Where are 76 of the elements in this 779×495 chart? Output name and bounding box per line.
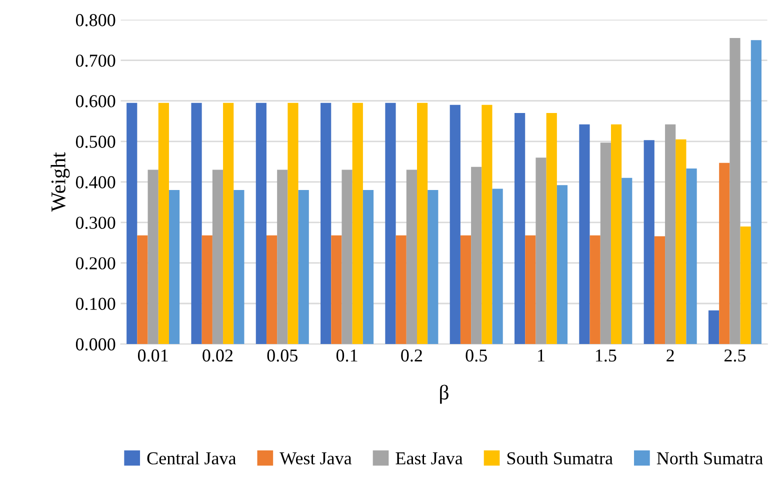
y-tick-label: 0.800 <box>76 14 116 26</box>
x-tick-label: 0.01 <box>138 349 168 362</box>
bar <box>610 124 622 344</box>
legend-label: West Java <box>280 452 352 465</box>
bar <box>644 140 654 344</box>
x-tick-label: 1.5 <box>596 349 616 362</box>
bar <box>148 170 158 344</box>
bar <box>223 102 234 344</box>
bar <box>600 142 611 344</box>
bar <box>168 190 180 344</box>
bar <box>730 38 740 344</box>
x-tick-label: 1 <box>538 349 544 362</box>
bar <box>654 236 666 344</box>
legend-label: East Java <box>396 452 463 464</box>
bar <box>428 190 438 344</box>
bar <box>482 104 492 344</box>
bar <box>191 102 202 344</box>
bar <box>708 310 720 344</box>
bar <box>546 113 557 344</box>
bar <box>396 235 406 344</box>
y-tick-label: 0.100 <box>76 298 116 310</box>
bar <box>471 166 482 344</box>
x-tick-label: 2.5 <box>724 349 746 362</box>
bar <box>536 158 546 344</box>
bar <box>385 102 396 344</box>
bar <box>740 226 751 344</box>
bar <box>158 102 169 344</box>
y-tick-label: 0.300 <box>76 216 116 229</box>
bar <box>266 235 278 344</box>
bar <box>298 190 309 344</box>
legend-label: South Sumatra <box>507 452 613 464</box>
bar <box>234 190 244 344</box>
bar <box>719 162 730 344</box>
bar <box>665 124 676 344</box>
bar <box>622 178 632 344</box>
x-tick-label: 0.02 <box>202 349 233 362</box>
bar <box>676 139 686 344</box>
bar <box>342 170 352 344</box>
bar <box>202 235 212 344</box>
y-tick-label: 0.500 <box>76 136 116 148</box>
bar <box>686 168 697 344</box>
bar <box>450 104 460 344</box>
bar <box>352 102 363 344</box>
y-tick-label: 0.600 <box>76 95 116 108</box>
bar <box>288 102 298 344</box>
y-tick-label: 0.400 <box>76 176 116 188</box>
bar <box>277 170 288 344</box>
legend-label: North Sumatra <box>656 452 763 464</box>
bar <box>362 190 374 344</box>
x-tick-label: 2 <box>666 349 674 362</box>
x-tick-label: 0.5 <box>466 349 487 362</box>
bar <box>590 235 600 344</box>
legend-label: Central Java <box>147 452 236 464</box>
y-axis-title: Weight <box>50 152 70 212</box>
x-tick-label: 0.1 <box>336 349 358 362</box>
x-tick-label: 0.05 <box>267 349 298 362</box>
y-tick-label: 0.000 <box>76 338 116 351</box>
bar <box>525 235 536 344</box>
bar <box>331 235 342 344</box>
bar <box>320 102 332 344</box>
y-tick-label: 0.700 <box>76 54 116 67</box>
x-tick-label: 0.2 <box>401 349 422 362</box>
bar <box>492 188 503 344</box>
bar <box>126 102 138 344</box>
bar <box>750 40 762 344</box>
bar <box>137 235 148 344</box>
bar <box>212 170 224 344</box>
x-axis-title: β <box>440 384 448 404</box>
y-tick-label: 0.200 <box>76 257 116 270</box>
bar <box>460 235 472 344</box>
bar <box>256 102 266 344</box>
bar <box>417 102 428 344</box>
bar <box>579 124 590 344</box>
bar <box>556 185 568 344</box>
bar <box>514 113 526 344</box>
bar <box>406 170 418 344</box>
